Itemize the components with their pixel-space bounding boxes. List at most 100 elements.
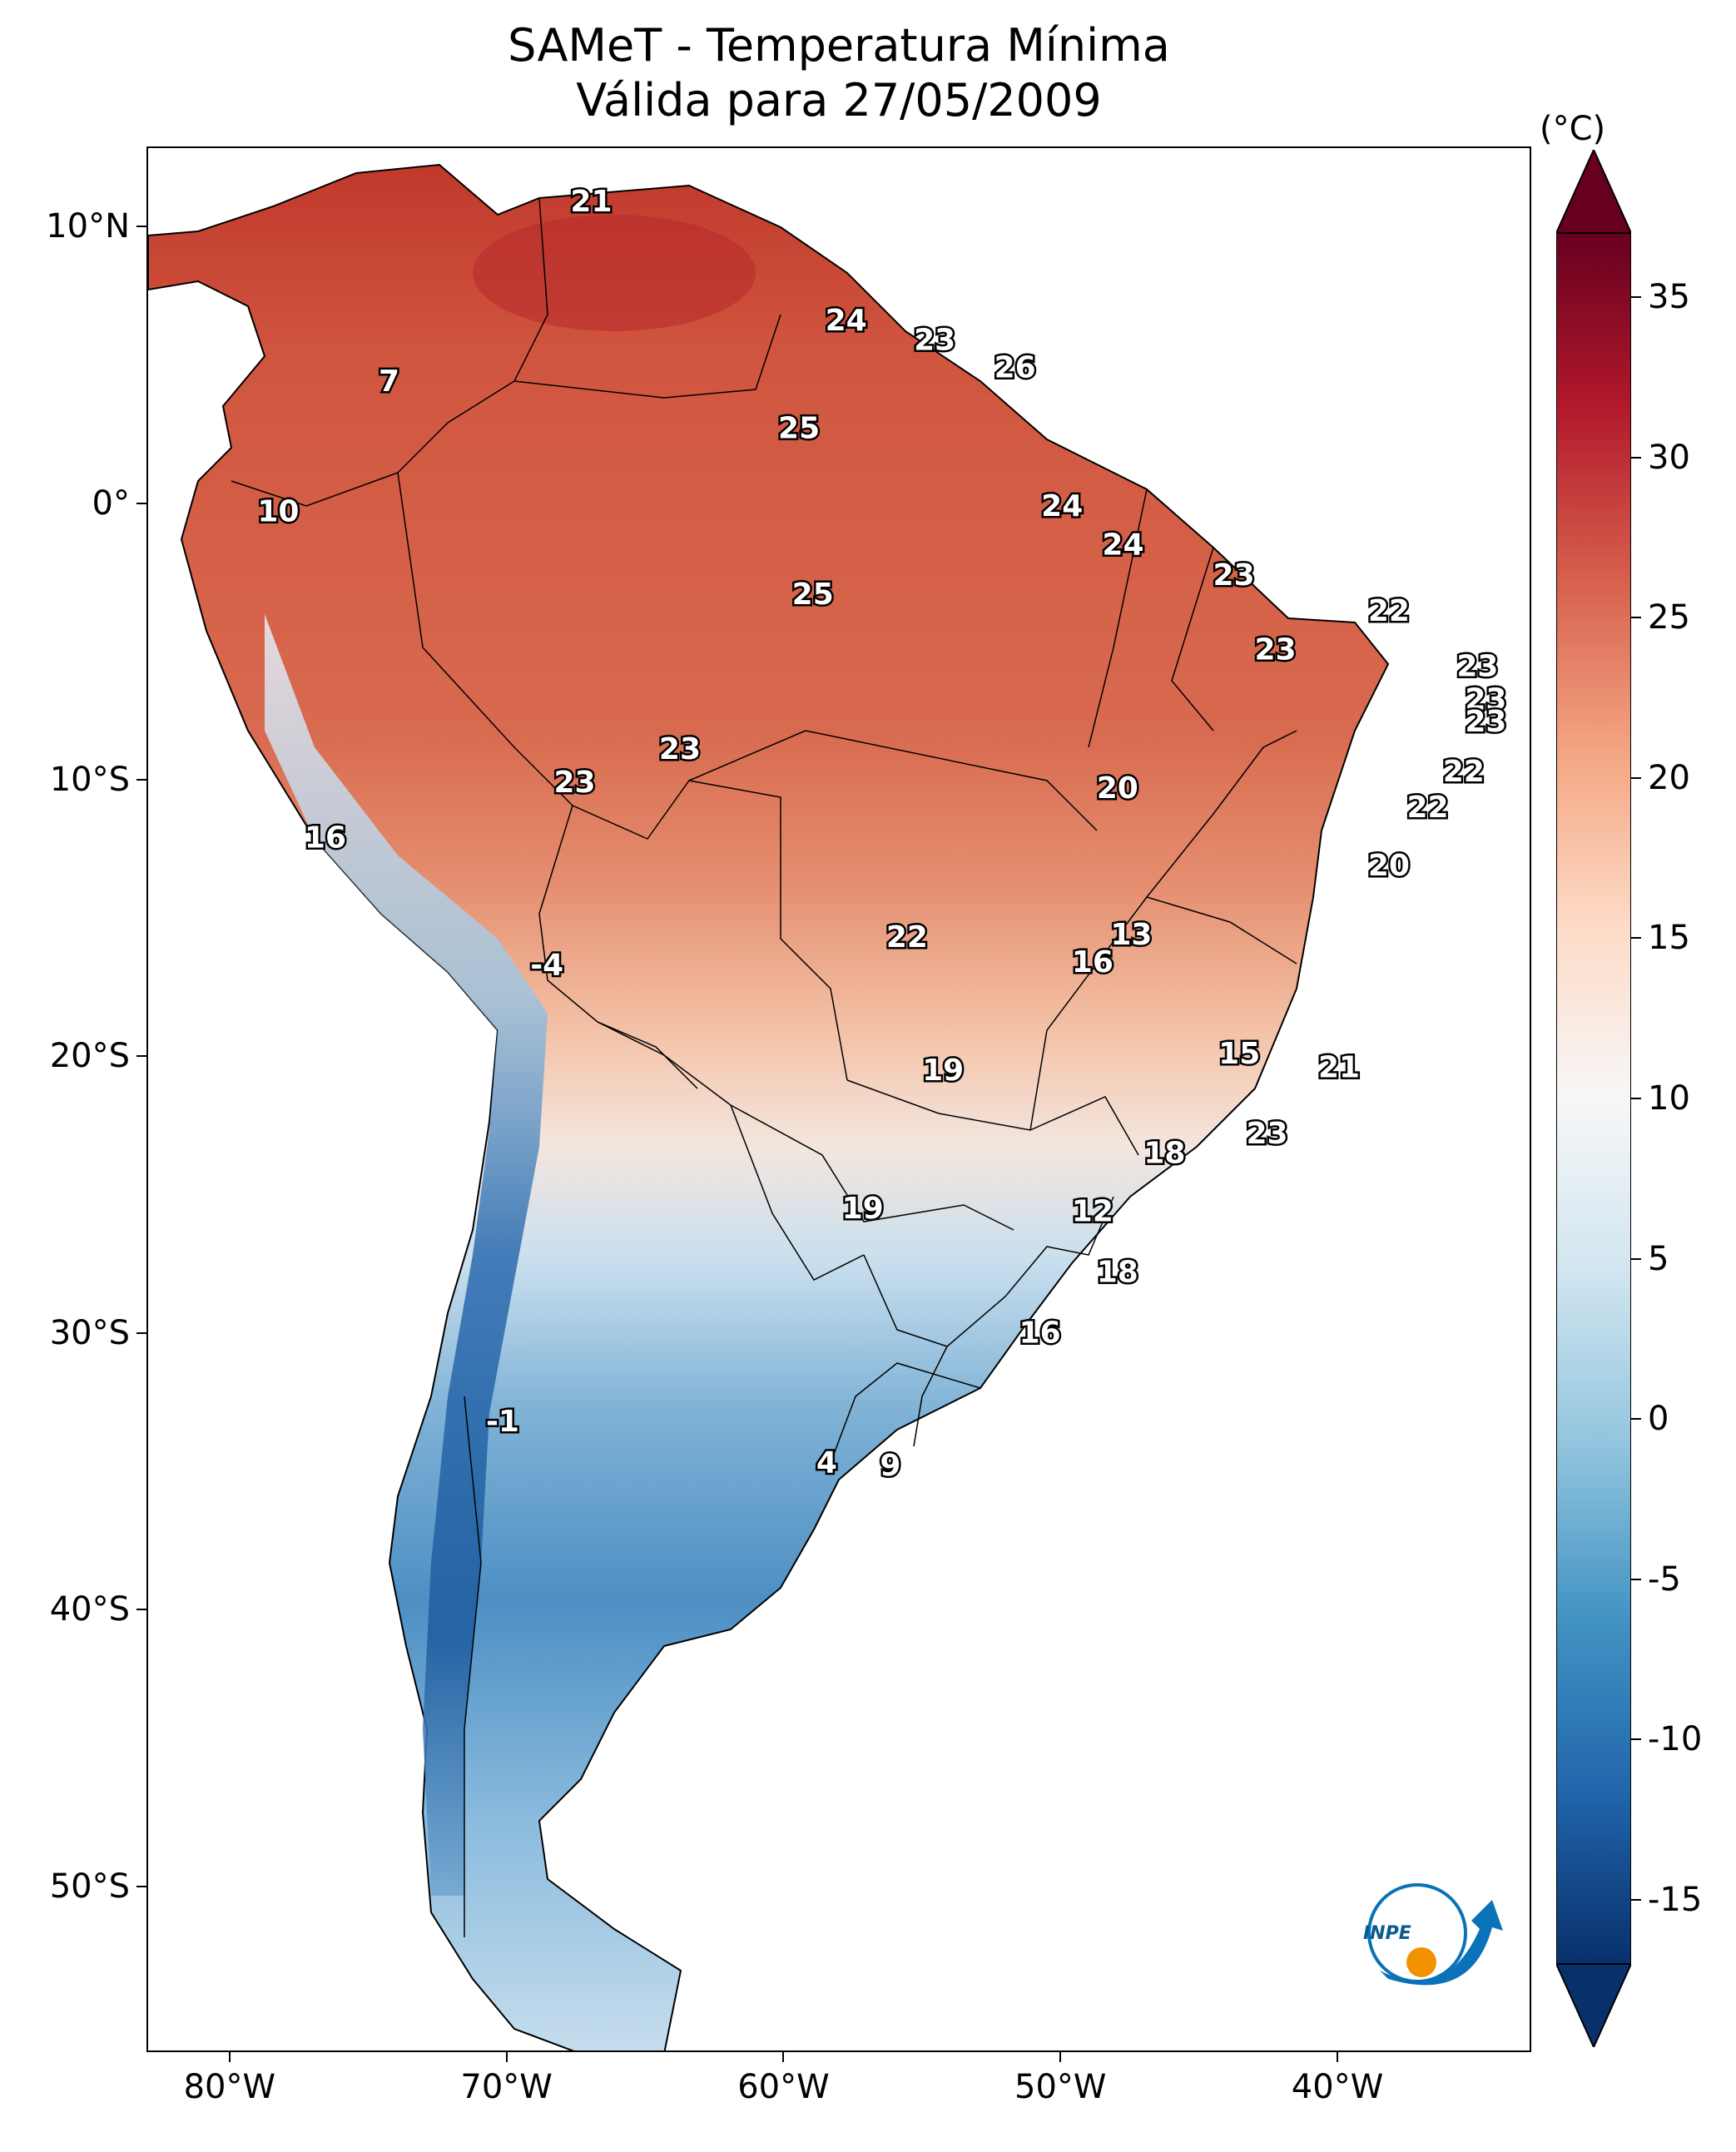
lat-tick-mark: [136, 1331, 146, 1334]
temperature-label: 24: [1041, 489, 1083, 523]
lat-tick-label: 20°S: [49, 1037, 130, 1076]
temperature-label: 23: [1254, 633, 1296, 667]
lon-tick-mark: [1337, 2052, 1339, 2062]
temperature-label: 16: [1019, 1316, 1061, 1351]
lon-tick-mark: [1059, 2052, 1062, 2062]
lat-tick-label: 10°S: [49, 761, 130, 800]
temperature-label: 9: [880, 1449, 900, 1483]
inpe-logo: INPE: [1363, 1883, 1503, 1986]
temperature-label: 18: [1097, 1255, 1138, 1289]
temperature-label: -1: [486, 1405, 519, 1439]
lon-tick-label: 70°W: [460, 2068, 553, 2106]
colorbar-tick-label: 15: [1648, 919, 1690, 958]
lat-tick-mark: [136, 226, 146, 228]
colorbar-tick-mark: [1631, 776, 1641, 779]
temperature-label: 21: [570, 185, 612, 219]
temperature-label: 22: [1443, 755, 1485, 789]
lat-tick-mark: [136, 1055, 146, 1058]
lat-tick-mark: [136, 779, 146, 781]
title-line-2: Válida para 27/05/2009: [576, 74, 1102, 126]
temperature-label: 20: [1097, 771, 1138, 806]
temperature-label: 18: [1143, 1136, 1185, 1170]
colorbar-body: [1556, 232, 1631, 1965]
logo-orb: [1406, 1947, 1436, 1977]
logo-arrow: [1380, 1900, 1503, 1986]
map-title: SAMeT - Temperatura Mínima Válida para 2…: [146, 18, 1531, 128]
lon-tick-label: 80°W: [183, 2068, 276, 2106]
temperature-label: 22: [886, 920, 928, 955]
lat-tick-label: 10°N: [46, 207, 130, 246]
warm-core-north: [473, 215, 756, 331]
colorbar-tick-mark: [1631, 1257, 1641, 1260]
logo-wordmark: INPE: [1363, 1923, 1411, 1944]
temperature-label: 23: [659, 732, 701, 766]
temperature-label: 26: [994, 351, 1036, 385]
lat-tick-mark: [136, 1609, 146, 1611]
temperature-label: 22: [1368, 594, 1410, 628]
colorbar-tick-label: -5: [1648, 1559, 1681, 1599]
colorbar-tick-label: -10: [1648, 1720, 1703, 1759]
colorbar-unit: (°C): [1540, 110, 1606, 148]
colorbar-tick-label: 25: [1648, 598, 1690, 637]
temperature-label: 19: [842, 1192, 884, 1226]
colorbar-tick-label: 10: [1648, 1079, 1690, 1118]
temperature-label: 13: [1110, 918, 1152, 952]
temperature-label: 23: [553, 766, 595, 800]
colorbar-tick-label: 20: [1648, 758, 1690, 797]
colorbar-tick-label: 5: [1648, 1239, 1669, 1278]
temperature-label: 23: [914, 323, 955, 357]
temperature-label: 23: [1213, 558, 1255, 593]
andes-cold-band: [265, 614, 548, 1896]
temperature-label: 23: [1465, 682, 1506, 717]
lon-tick-label: 40°W: [1291, 2068, 1384, 2106]
temperature-label: 7: [379, 364, 399, 399]
lat-tick-label: 50°S: [49, 1867, 130, 1906]
lat-tick-label: 30°S: [49, 1313, 130, 1352]
country-borders: [231, 197, 1297, 1937]
colorbar-tick-mark: [1631, 1098, 1641, 1099]
lat-tick-mark: [136, 1885, 146, 1887]
colorbar-tick-mark: [1631, 937, 1641, 940]
temperature-label: 12: [1072, 1194, 1114, 1228]
colorbar: [1556, 150, 1631, 2047]
colorbar-tick-mark: [1631, 456, 1641, 459]
temperature-label: 25: [792, 578, 834, 612]
temperature-label: 10: [257, 494, 299, 528]
temperature-label: 16: [1072, 945, 1114, 979]
lon-tick-mark: [228, 2052, 231, 2062]
colorbar-tick-label: 35: [1648, 278, 1690, 317]
lat-tick-mark: [136, 502, 146, 504]
lon-tick-mark: [505, 2052, 508, 2062]
colorbar-tick-mark: [1631, 1738, 1641, 1741]
lat-tick-label: 40°S: [49, 1590, 130, 1629]
lon-tick-label: 50°W: [1014, 2068, 1107, 2106]
temperature-label: 21: [1318, 1050, 1360, 1084]
colorbar-bottom-cap: [1556, 1963, 1631, 2047]
colorbar-tick-mark: [1631, 1578, 1641, 1580]
temperature-label: 24: [826, 304, 867, 338]
temperature-label: 15: [1218, 1037, 1260, 1071]
temperature-label: -4: [530, 948, 563, 982]
temperature-label: 20: [1368, 849, 1410, 883]
temperature-label: 23: [1246, 1117, 1287, 1151]
colorbar-tick-mark: [1631, 1898, 1641, 1901]
colorbar-tick-label: -15: [1648, 1880, 1703, 1919]
colorbar-tick-label: 0: [1648, 1400, 1669, 1439]
lon-tick-mark: [782, 2052, 785, 2062]
colorbar-tick-mark: [1631, 617, 1641, 619]
title-line-1: SAMeT - Temperatura Mínima: [508, 19, 1170, 72]
colorbar-tick-mark: [1631, 296, 1641, 299]
temperature-label: 23: [1456, 650, 1498, 684]
colorbar-top-cap: [1556, 150, 1631, 234]
lat-tick-label: 0°: [92, 483, 130, 523]
south-america-landmass: [148, 163, 1390, 2050]
temperature-label: 16: [305, 821, 346, 855]
temperature-label: 19: [922, 1054, 964, 1088]
temperature-label: 22: [1406, 791, 1448, 825]
map-panel[interactable]: 21 7 24 23 26 25 10 24 24 23 22 25 23 23 23 23 22 22 23 23 2…: [146, 146, 1531, 2052]
temperature-label: 25: [778, 412, 820, 446]
colorbar-tick-mark: [1631, 1418, 1641, 1421]
lon-tick-label: 60°W: [737, 2068, 830, 2106]
